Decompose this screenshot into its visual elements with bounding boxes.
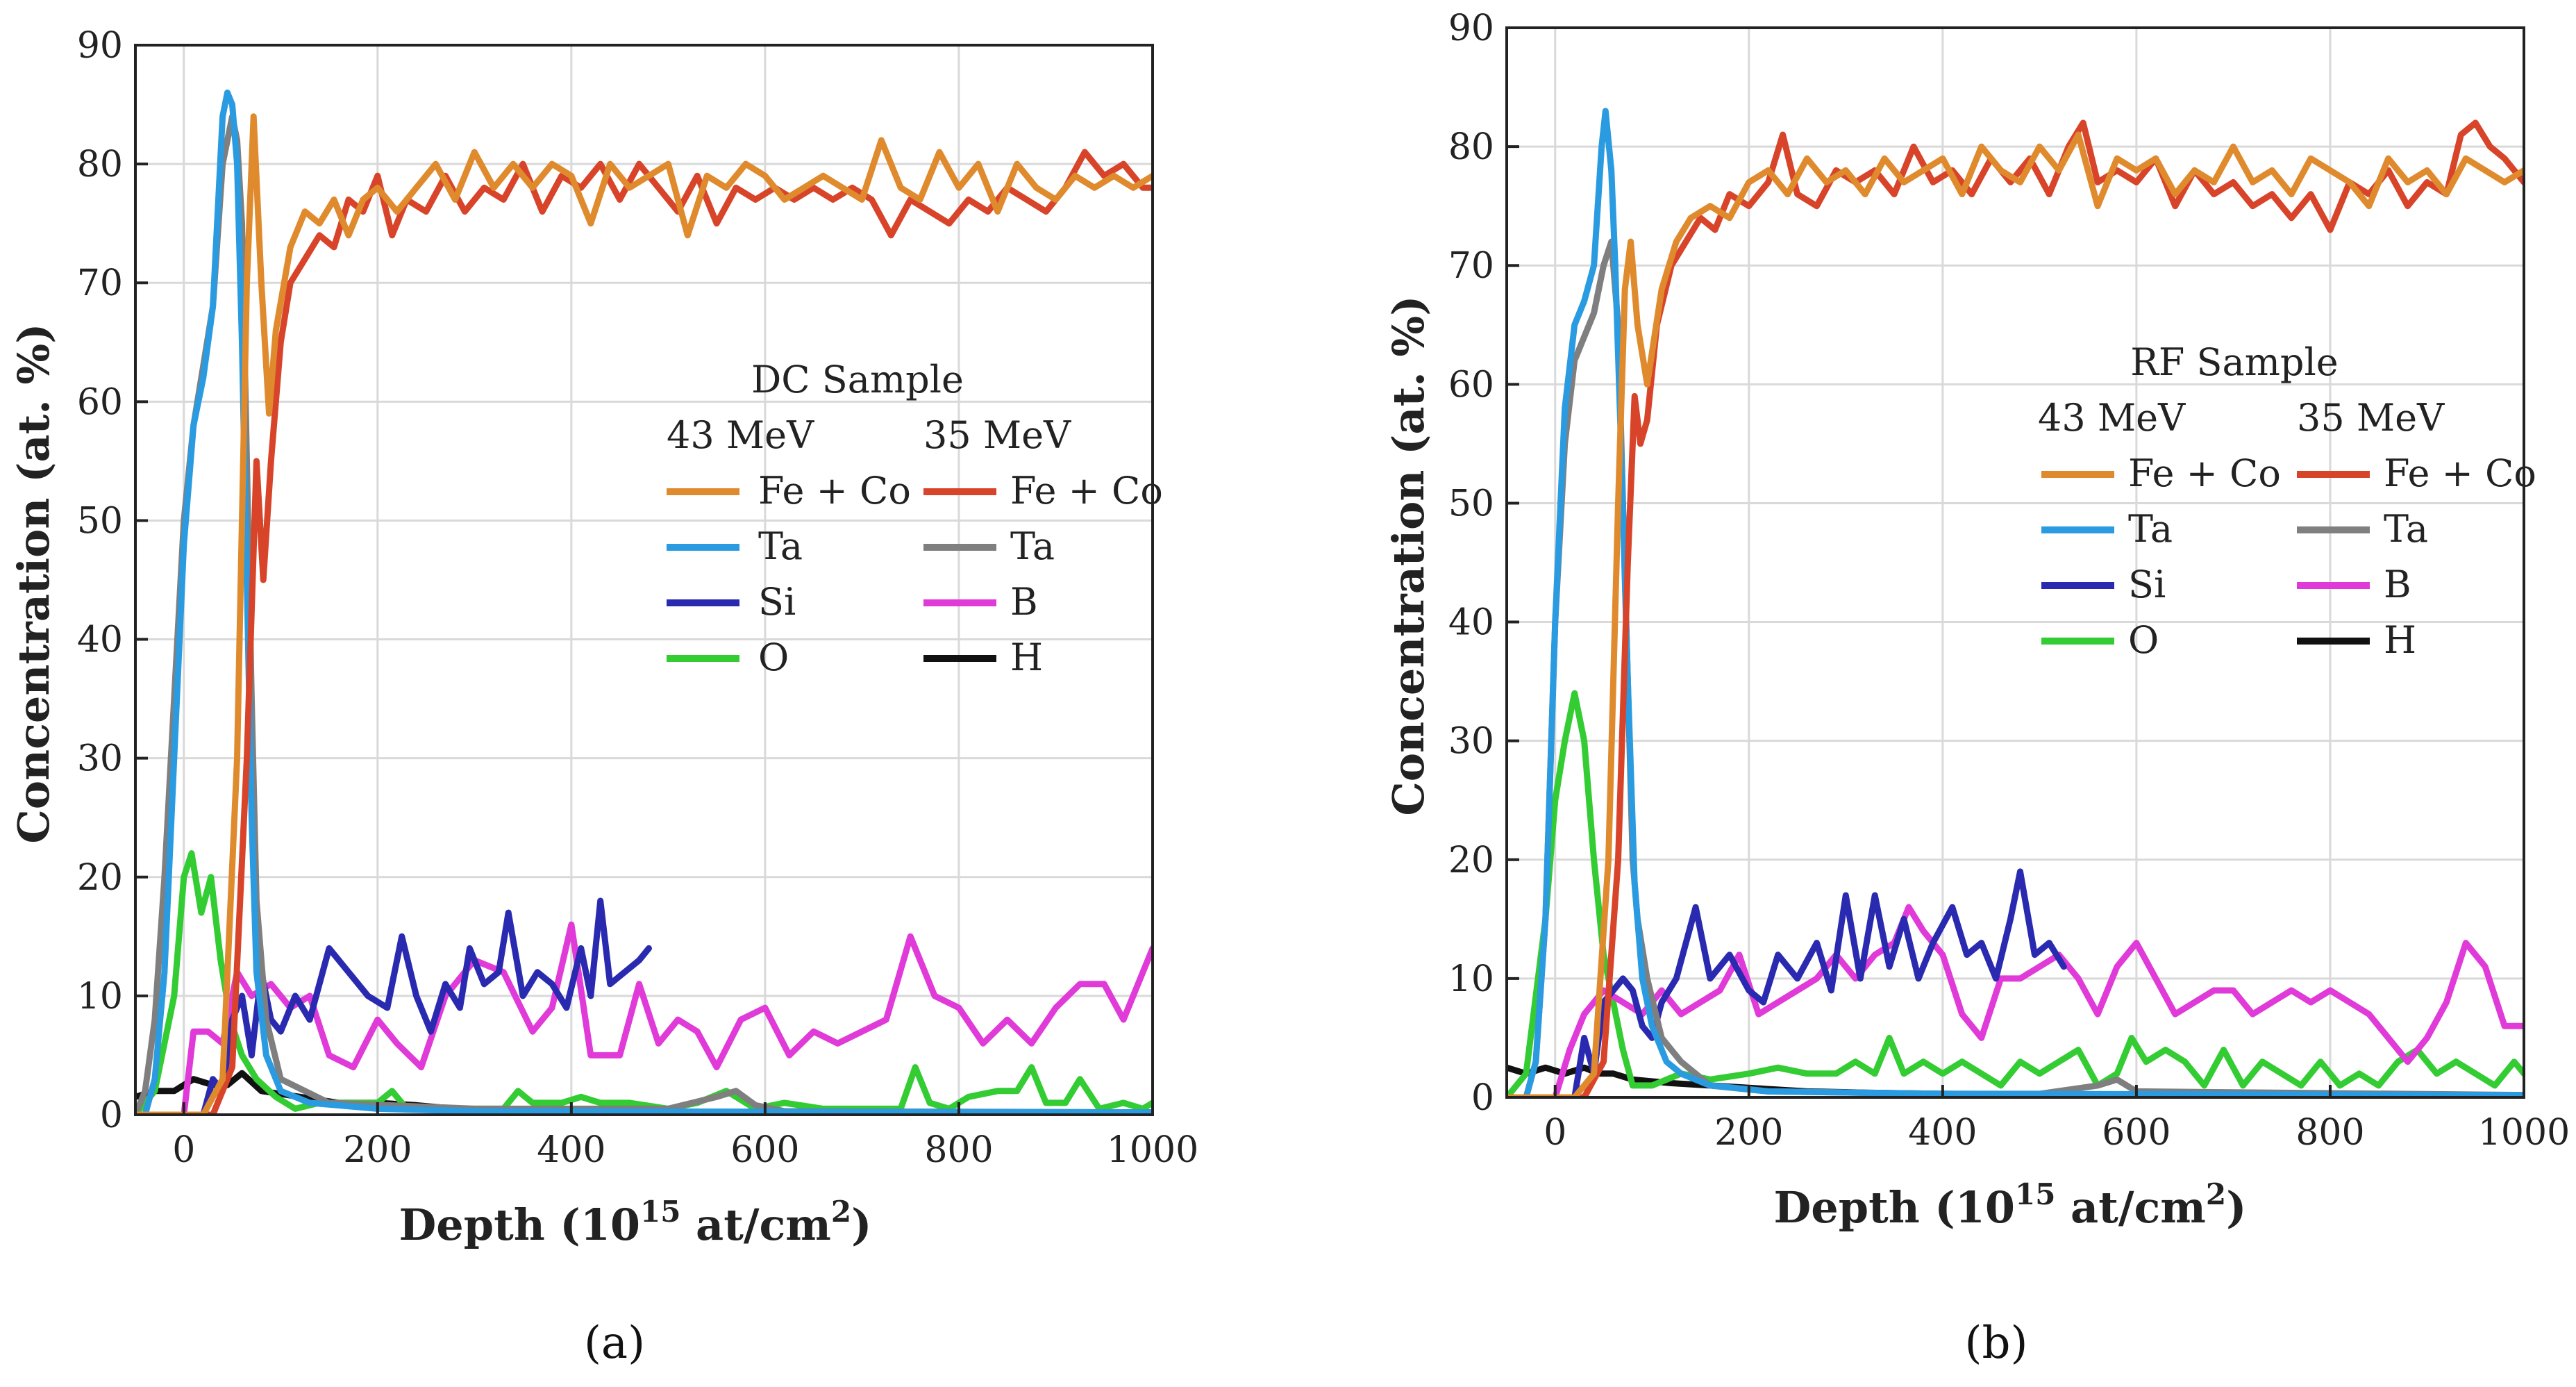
chart-a-xtick-label-0: 0 — [172, 1129, 195, 1171]
chart-b-ytick-label-0: 0 — [1471, 1077, 1494, 1119]
chart-b-xlabel: Depth (1015 at/cm2) — [1774, 1177, 2247, 1233]
chart-a-ytick-label-0: 0 — [100, 1095, 123, 1136]
chart-a-x-ticks: 0 200 400 600 800 1000 — [172, 1102, 1198, 1171]
chart-b-xtick-label-4: 800 — [2295, 1112, 2364, 1154]
chart-a-ytick-label-1: 10 — [77, 976, 123, 1018]
chart-b-series-ta-43-mev — [1507, 108, 2524, 1097]
chart-a-series — [135, 89, 1153, 1115]
chart-b-series-fe-co-35-mev — [1507, 119, 2524, 1097]
chart-b-series-fe-co-43-mev — [1507, 131, 2524, 1097]
chart-a-xlabel-part-3: 2 — [831, 1195, 851, 1229]
chart-b-ytick-label-3: 30 — [1448, 721, 1494, 763]
chart-a-legend-left-label-2: Si — [758, 580, 796, 624]
chart-a-ytick-label-4: 40 — [77, 620, 123, 661]
chart-a-legend-header-1: 35 MeV — [923, 413, 1071, 457]
chart-b-ytick-label-1: 10 — [1448, 958, 1494, 1000]
chart-a-xlabel: Depth (1015 at/cm2) — [399, 1195, 872, 1250]
chart-a-legend-right-label-0: Fe + Co — [1010, 469, 1163, 513]
chart-b-legend-right-label-1: Ta — [2384, 507, 2428, 551]
chart-b-ytick-label-8: 80 — [1448, 126, 1494, 168]
chart-a-legend-left-label-3: O — [758, 636, 789, 679]
chart-b-ytick-label-5: 50 — [1448, 483, 1494, 524]
chart-b-ytick-label-7: 70 — [1448, 245, 1494, 287]
chart-a-ytick-label-9: 90 — [77, 25, 123, 67]
chart-a-ytick-label-2: 20 — [77, 857, 123, 899]
chart-b-legend-left-label-2: Si — [2128, 563, 2166, 606]
chart-b-xlabel-part-1: 15 — [2015, 1177, 2055, 1211]
chart-b-xtick-label-2: 400 — [1908, 1112, 1977, 1154]
chart-a-ytick-label-5: 50 — [77, 500, 123, 542]
chart-b-ytick-label-6: 60 — [1448, 364, 1494, 406]
chart-a-legend-right-label-3: H — [1010, 636, 1043, 679]
chart-b-legend-header-0: 43 MeV — [2038, 396, 2186, 440]
chart-b-series-ta-35-mev — [1507, 238, 2524, 1097]
chart-b-y-ticks: 0 10 20 30 40 50 60 70 80 90 — [1448, 8, 1519, 1119]
chart-b-legend-right-label-3: H — [2384, 618, 2416, 662]
chart-a-ytick-label-6: 60 — [77, 381, 123, 423]
chart-a-legend-left-label-1: Ta — [758, 524, 803, 568]
chart-a-legend-right-label-1: Ta — [1010, 524, 1055, 568]
chart-a-ytick-label-8: 80 — [77, 144, 123, 185]
chart-b-xtick-label-5: 1000 — [2478, 1112, 2570, 1154]
chart-b-legend-left-label-0: Fe + Co — [2128, 451, 2281, 495]
chart-a-series-fe-co-43-mev — [135, 113, 1153, 1115]
chart-a-series-ta-43-mev — [135, 89, 1153, 1115]
chart-b-panel-label: (b) — [1965, 1318, 2028, 1369]
chart-a-legend: DC Sample 43 MeV 35 MeV Fe + Co Ta Si O Fe + Co… — [667, 358, 1163, 679]
chart-panel-a: 0 10 20 30 40 50 60 70 80 90 0 200 400 600 800 1000 Co… — [8, 25, 1198, 1369]
chart-a-legend-left-label-0: Fe + Co — [758, 469, 911, 513]
chart-b-xtick-label-1: 200 — [1714, 1112, 1783, 1154]
chart-a-xlabel-part-4: ) — [851, 1199, 871, 1250]
chart-b-series-si — [1571, 868, 2067, 1097]
chart-a-legend-right-label-2: B — [1010, 580, 1038, 624]
chart-a-legend-header-0: 43 MeV — [667, 413, 814, 457]
chart-panel-b: 0 10 20 30 40 50 60 70 80 90 0 200 400 600 800 1000 Co… — [1383, 8, 2570, 1369]
chart-a-panel-label: (a) — [584, 1318, 645, 1369]
chart-b-ylabel: Concentration (at. %) — [1383, 295, 1434, 815]
chart-b-xlabel-part-4: ) — [2226, 1182, 2246, 1233]
chart-b-frame — [1505, 26, 2525, 1099]
chart-b-xlabel-part-0: Depth (10 — [1774, 1182, 2015, 1233]
chart-a-xtick-label-2: 400 — [537, 1129, 605, 1171]
chart-a-xlabel-part-0: Depth (10 — [399, 1199, 640, 1250]
chart-a-xtick-label-3: 600 — [730, 1129, 799, 1171]
chart-b-xlabel-part-3: 2 — [2206, 1177, 2226, 1211]
chart-b-xtick-label-0: 0 — [1544, 1112, 1566, 1154]
chart-b-series-o — [1507, 690, 2524, 1097]
chart-b-legend-title: RF Sample — [2130, 340, 2338, 384]
chart-b-ytick-label-9: 90 — [1448, 8, 1494, 49]
chart-b-legend-left-label-1: Ta — [2128, 507, 2173, 551]
chart-b-series — [1507, 108, 2524, 1097]
chart-a-xlabel-part-2: at/cm — [680, 1199, 830, 1250]
chart-b-xtick-label-3: 600 — [2102, 1112, 2171, 1154]
chart-b-xlabel-part-2: at/cm — [2055, 1182, 2205, 1233]
chart-b-legend-right-label-2: B — [2384, 563, 2411, 606]
chart-b-x-ticks: 0 200 400 600 800 1000 — [1544, 1085, 2570, 1154]
chart-b-legend-header-1: 35 MeV — [2297, 396, 2445, 440]
chart-b-ytick-label-2: 20 — [1448, 840, 1494, 881]
chart-a-ytick-label-7: 70 — [77, 263, 123, 304]
chart-a-xtick-label-5: 1000 — [1107, 1129, 1198, 1171]
chart-b-series-b — [1552, 904, 2524, 1097]
chart-a-series-o — [135, 850, 1153, 1115]
chart-b-legend-left-label-3: O — [2128, 618, 2159, 662]
chart-a-frame — [134, 44, 1154, 1116]
chart-a-y-ticks: 0 10 20 30 40 50 60 70 80 90 — [77, 25, 148, 1136]
chart-a-series-fe-co-35-mev — [135, 149, 1153, 1115]
chart-a-xlabel-part-1: 15 — [640, 1195, 680, 1229]
chart-b-legend-right-label-0: Fe + Co — [2384, 451, 2536, 495]
chart-a-xtick-label-1: 200 — [343, 1129, 412, 1171]
chart-a-legend-title: DC Sample — [751, 358, 964, 401]
chart-a-ylabel: Concentration (at. %) — [8, 323, 59, 843]
chart-a-ytick-label-3: 30 — [77, 738, 123, 780]
chart-b-ytick-label-4: 40 — [1448, 602, 1494, 644]
chart-a-xtick-label-4: 800 — [924, 1129, 993, 1171]
chart-b-legend: RF Sample 43 MeV 35 MeV Fe + Co Ta Si O Fe + Co… — [2038, 340, 2536, 662]
